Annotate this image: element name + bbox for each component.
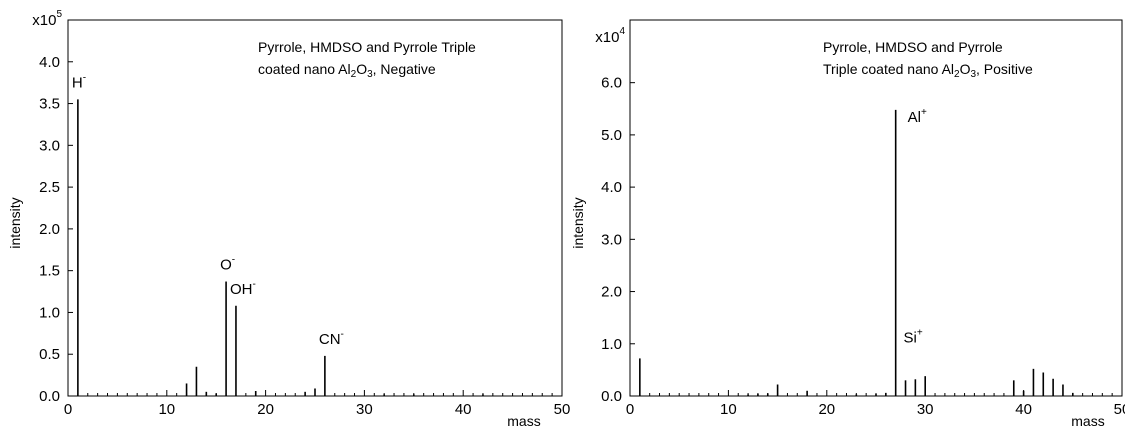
y-tick-label: 2.5 — [39, 179, 60, 196]
peak-label: O- — [220, 255, 235, 274]
peak-labels: H- O- OH- CN- — [72, 72, 344, 348]
y-tick-label: 1.0 — [39, 304, 60, 321]
x-tick-label: 10 — [720, 401, 737, 418]
x-tick-label: 20 — [818, 401, 835, 418]
x-tick-label: 30 — [917, 401, 934, 418]
y-tick-label: 3.5 — [39, 96, 60, 113]
peak-label: CN- — [319, 329, 344, 348]
x-tick-label: 30 — [356, 401, 373, 418]
y-tick-label: 0.5 — [39, 346, 60, 363]
y-tick-label: 6.0 — [601, 75, 622, 92]
y-tick-labels: 0.0 0.5 1.0 1.5 2.0 2.5 3.0 3.5 4.0 — [39, 54, 73, 405]
y-tick-label: 1.5 — [39, 263, 60, 280]
peak-label: Al+ — [908, 107, 927, 126]
chart-title-line1: Pyrrole, HMDSO and Pyrrole Triple — [258, 39, 476, 55]
x-axis-label: mass — [1071, 413, 1104, 426]
y-axis-label: intensity — [7, 197, 23, 248]
y-tick-label: 3.0 — [601, 231, 622, 248]
y-axis-label: intensity — [570, 197, 586, 248]
x-tick-label: 50 — [554, 401, 571, 418]
peaks — [77, 99, 484, 396]
x-tick-label: 20 — [257, 401, 274, 418]
x-tick-label: 10 — [158, 401, 175, 418]
chart-title-line2: Triple coated nano Al2O3, Positive — [823, 61, 1033, 80]
x-tick-label: 0 — [64, 401, 72, 418]
y-tick-label: 4.0 — [601, 179, 622, 196]
y-tick-label: 2.0 — [39, 221, 60, 238]
y-tick-label: 3.0 — [39, 137, 60, 154]
x-axis-label: mass — [507, 413, 540, 426]
y-tick-label: 5.0 — [601, 127, 622, 144]
x-tick-label: 50 — [1114, 401, 1125, 418]
y-tick-labels: 0.0 1.0 2.0 3.0 4.0 5.0 6.0 — [601, 75, 635, 405]
negative-spectrum-panel: x105 0.0 0.5 1.0 1.5 2.0 2.5 3.0 3.5 4.0 intensi… — [7, 9, 570, 426]
y-tick-label: 1.0 — [601, 336, 622, 353]
x-tick-label: 40 — [1015, 401, 1032, 418]
peak-label: H- — [72, 72, 86, 91]
peak-labels: Al+ Si+ — [904, 107, 928, 347]
chart-title-line1: Pyrrole, HMDSO and Pyrrole — [823, 39, 1003, 55]
x-tick-label: 40 — [455, 401, 472, 418]
y-scale-label: x104 — [595, 26, 625, 46]
peak-label: OH- — [230, 279, 256, 298]
y-tick-label: 2.0 — [601, 284, 622, 301]
peaks — [639, 109, 1074, 396]
x-tick-label: 0 — [626, 401, 634, 418]
y-scale-label: x105 — [32, 9, 62, 29]
x-tick-labels: 0 10 20 30 40 50 — [64, 390, 571, 418]
y-tick-label: 4.0 — [39, 54, 60, 71]
positive-spectrum-panel: x104 0.0 1.0 2.0 3.0 4.0 5.0 6.0 intensity 0 10… — [570, 19, 1125, 426]
x-tick-labels: 0 10 20 30 40 50 — [626, 390, 1125, 418]
y-tick-label: 0.0 — [601, 388, 622, 405]
chart-title-line2: coated nano Al2O3, Negative — [258, 61, 436, 80]
y-tick-label: 0.0 — [39, 388, 60, 405]
peak-label: Si+ — [904, 327, 923, 346]
